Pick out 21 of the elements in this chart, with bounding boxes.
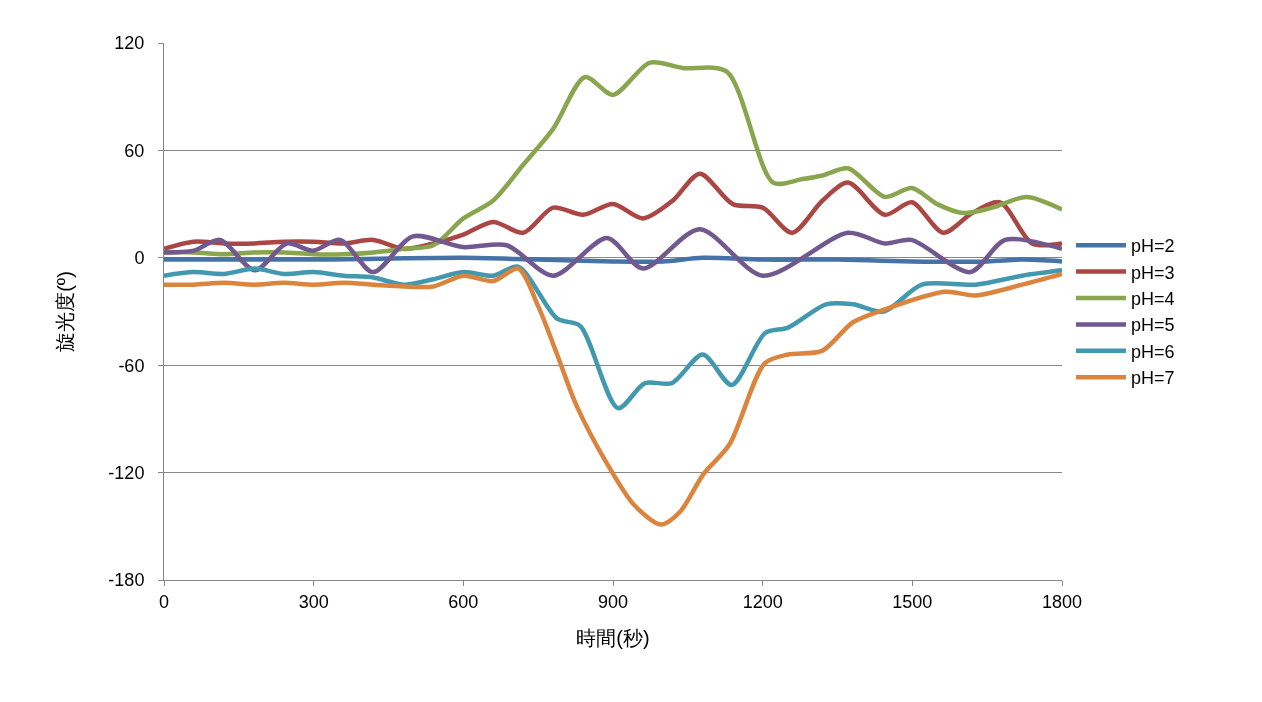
x-tick-label: 600 [448, 591, 479, 612]
legend-label: pH=5 [1130, 315, 1175, 336]
legend-label: pH=4 [1130, 289, 1175, 310]
x-tick-label: 1500 [892, 591, 933, 612]
x-tick-label: 900 [597, 591, 629, 612]
y-tick-label: -120 [108, 462, 145, 483]
x-axis-title: 時間(秒) [576, 627, 650, 650]
legend-label: pH=3 [1130, 262, 1175, 283]
y-tick-label: -180 [108, 570, 145, 591]
legend-label: pH=7 [1130, 368, 1175, 389]
legend-label: pH=2 [1130, 236, 1175, 257]
y-tick-label: -60 [118, 355, 145, 376]
x-tick-label: 0 [158, 591, 170, 612]
y-tick-label: 60 [124, 140, 145, 161]
x-tick-label: 300 [298, 591, 329, 612]
y-axis-title: 旋光度(º) [53, 271, 76, 352]
y-tick-label: 120 [114, 33, 145, 54]
x-tick-label: 1200 [742, 591, 783, 612]
y-tick-label: 0 [134, 248, 145, 269]
x-tick-label: 1800 [1041, 591, 1083, 612]
legend-label: pH=6 [1130, 341, 1175, 362]
